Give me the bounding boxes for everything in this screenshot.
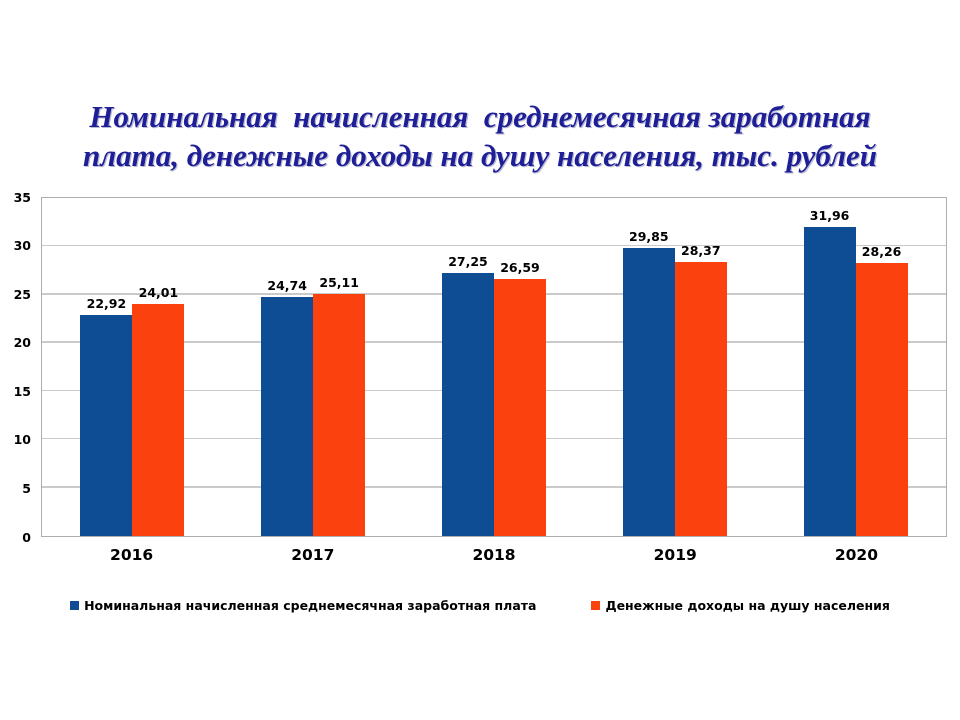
gridline-30	[42, 244, 946, 247]
y-tick-label-30: 30	[13, 238, 31, 254]
bar-wrap-salary-2019: 29,85	[622, 198, 675, 536]
y-tick-label-5: 5	[22, 480, 31, 496]
y-tick-label-0: 0	[22, 529, 31, 545]
bar-value-label-income-2018: 26,59	[500, 260, 540, 276]
y-axis: 0 5 10 15 20 25 30 35	[0, 190, 31, 545]
bar-salary-2020	[803, 227, 856, 536]
bar-income-2018	[493, 279, 546, 536]
bar-groups: 22,92 24,01 24,74 25,11 27,25 26,59 29,85 28,37…	[42, 198, 946, 536]
legend-label-salary: Номинальная начисленная среднемесячная з…	[84, 598, 537, 613]
x-tick-label-2020: 2020	[834, 546, 878, 564]
bar-value-label-salary-2018: 27,25	[448, 253, 488, 269]
bar-income-2016	[132, 304, 185, 536]
y-tick-label-25: 25	[13, 286, 31, 302]
plot-area: 22,92 24,01 24,74 25,11 27,25 26,59 29,85 28,37…	[41, 197, 947, 537]
bar-wrap-salary-2017: 24,74	[261, 198, 314, 536]
bar-salary-2016	[80, 314, 133, 536]
legend-swatch-icon-income	[591, 601, 601, 610]
legend-item-income: Денежные доходы на душу населения	[591, 598, 890, 613]
bar-wrap-income-2018: 26,59	[493, 198, 546, 536]
bar-group-2016: 22,92 24,01	[42, 198, 223, 536]
bar-value-label-income-2020: 28,26	[861, 244, 902, 260]
bar-group-2019: 29,85 28,37	[584, 198, 765, 536]
bar-salary-2018	[441, 272, 494, 536]
bar-group-2017: 24,74 25,11	[223, 198, 404, 536]
bar-value-label-salary-2019: 29,85	[629, 228, 669, 244]
bar-wrap-income-2017: 25,11	[313, 198, 366, 536]
bar-value-label-salary-2020: 31,96	[809, 208, 850, 224]
bar-income-2019	[674, 262, 727, 536]
bar-value-label-income-2016: 24,01	[138, 285, 179, 301]
x-tick-label-2018: 2018	[472, 546, 516, 564]
bar-value-label-income-2017: 25,11	[319, 274, 359, 290]
bar-wrap-salary-2018: 27,25	[441, 198, 494, 536]
bar-salary-2019	[622, 247, 675, 536]
legend-item-salary: Номинальная начисленная среднемесячная з…	[70, 598, 536, 613]
bar-value-label-salary-2017: 24,74	[267, 278, 307, 294]
x-tick-label-2019: 2019	[653, 546, 697, 564]
legend-label-income: Денежные доходы на душу населения	[605, 598, 890, 613]
x-tick-label-2016: 2016	[110, 546, 154, 564]
y-tick-label-35: 35	[13, 189, 31, 205]
legend-swatch-icon-salary	[70, 601, 80, 610]
bar-wrap-income-2020: 28,26	[855, 198, 908, 536]
bar-income-2017	[313, 293, 366, 536]
chart-title: Номинальная начисленная среднемесячная з…	[0, 97, 960, 175]
bar-value-label-salary-2016: 22,92	[86, 295, 127, 311]
chart-title-line1: Номинальная начисленная среднемесячная з…	[89, 99, 871, 134]
x-tick-label-2017: 2017	[291, 546, 335, 564]
bar-wrap-income-2019: 28,37	[674, 198, 727, 536]
chart-title-line2: плата, денежные доходы на душу населения…	[82, 138, 878, 173]
bar-group-2020: 31,96 28,26	[765, 198, 946, 536]
y-tick-label-15: 15	[13, 383, 31, 399]
x-axis: 2016 2017 2018 2019 2020	[41, 546, 947, 564]
y-tick-label-10: 10	[13, 432, 31, 448]
bar-value-label-income-2019: 28,37	[681, 243, 721, 259]
legend: Номинальная начисленная среднемесячная з…	[0, 598, 960, 613]
bar-wrap-salary-2016: 22,92	[80, 198, 133, 536]
bar-wrap-salary-2020: 31,96	[803, 198, 856, 536]
bar-wrap-income-2016: 24,01	[132, 198, 185, 536]
bar-group-2018: 27,25 26,59	[404, 198, 585, 536]
bar-income-2020	[855, 263, 908, 536]
bar-salary-2017	[261, 297, 314, 536]
y-tick-label-20: 20	[13, 335, 31, 351]
